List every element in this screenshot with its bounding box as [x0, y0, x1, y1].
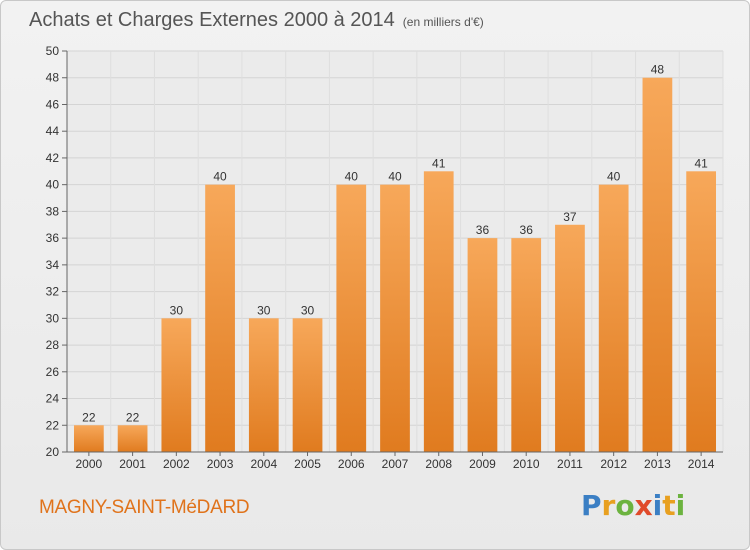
- logo-letter: i: [652, 489, 663, 522]
- data-label: 30: [170, 303, 184, 317]
- bar: [467, 238, 498, 452]
- proxiti-logo: Proxiti: [581, 489, 685, 522]
- bar: [117, 425, 148, 452]
- x-tick-label: 2011: [557, 457, 583, 471]
- x-tick-label: 2001: [119, 457, 146, 471]
- bar: [598, 184, 629, 452]
- logo-letter: P: [581, 489, 602, 522]
- y-axis: 20 22 24 26 28 30 32 34 36 38 40 42 44 46 48 50: [46, 44, 68, 459]
- x-tick-label: 2010: [513, 457, 540, 471]
- bar: [336, 184, 367, 452]
- bar: [686, 171, 717, 453]
- x-tick-label: 2005: [294, 457, 321, 471]
- y-tick-label: 36: [46, 231, 60, 245]
- data-label: 40: [345, 170, 359, 184]
- logo-letter: i: [675, 489, 686, 522]
- chart-unit: (en milliers d'€): [402, 15, 484, 29]
- data-label: 37: [563, 210, 577, 224]
- y-tick-label: 46: [46, 97, 60, 111]
- data-label: 36: [476, 223, 490, 237]
- data-label: 22: [126, 410, 140, 424]
- data-label: 36: [520, 223, 534, 237]
- chart-title-text: Achats et Charges Externes 2000 à 2014: [29, 9, 395, 31]
- x-tick-label: 2013: [644, 457, 671, 471]
- logo-letter: x: [634, 489, 653, 522]
- bar: [73, 425, 104, 452]
- y-tick-label: 32: [46, 285, 60, 299]
- y-tick-label: 48: [46, 71, 60, 85]
- y-tick-label: 50: [46, 44, 60, 58]
- bar: [555, 224, 585, 452]
- x-tick-label: 2009: [469, 457, 496, 471]
- data-label: 30: [301, 303, 315, 317]
- x-tick-label: 2002: [163, 457, 190, 471]
- x-tick-label: 2004: [250, 457, 277, 471]
- x-tick-label: 2012: [600, 457, 627, 471]
- chart-title: Achats et Charges Externes 2000 à 2014 (e…: [29, 9, 484, 32]
- y-tick-label: 30: [46, 311, 60, 325]
- x-tick-label: 2000: [76, 457, 103, 471]
- x-tick-label: 2008: [425, 457, 452, 471]
- logo-letter: t: [662, 489, 676, 522]
- x-tick-label: 2007: [382, 457, 409, 471]
- bar: [380, 184, 410, 452]
- data-label: 41: [694, 156, 708, 170]
- bar: [205, 184, 235, 452]
- y-tick-label: 26: [46, 365, 60, 379]
- x-axis: 2000 2001 2002 2003 2004 2005 2006 2007 2008 2009…: [67, 451, 723, 471]
- data-label: 41: [432, 156, 446, 170]
- x-tick-label: 2014: [688, 457, 715, 471]
- data-label: 40: [213, 170, 227, 184]
- logo-letter: r: [601, 489, 616, 522]
- y-tick-label: 38: [46, 204, 60, 218]
- data-label: 22: [82, 410, 96, 424]
- bar: [511, 238, 542, 452]
- bar: [642, 77, 673, 452]
- y-tick-label: 40: [46, 178, 60, 192]
- logo-letter: o: [615, 489, 635, 522]
- commune-name: MAGNY-SAINT-MéDARD: [39, 497, 250, 518]
- y-tick-label: 42: [46, 151, 60, 165]
- data-label: 40: [388, 170, 402, 184]
- bar: [423, 171, 454, 453]
- x-tick-label: 2003: [207, 457, 234, 471]
- y-tick-label: 20: [46, 445, 60, 459]
- y-tick-label: 44: [46, 124, 60, 138]
- data-label: 48: [651, 63, 665, 77]
- bar: [161, 318, 192, 452]
- data-label: 30: [257, 303, 271, 317]
- y-tick-label: 34: [46, 258, 60, 272]
- data-label: 40: [607, 170, 621, 184]
- y-tick-label: 22: [46, 418, 60, 432]
- y-tick-label: 28: [46, 338, 60, 352]
- x-tick-label: 2006: [338, 457, 365, 471]
- bar: [248, 318, 279, 452]
- bar: [292, 318, 323, 452]
- bars: 22 22 30 40 30 30 40 40 41 36 36 37 40 48 41: [73, 63, 717, 453]
- y-tick-label: 24: [46, 392, 60, 406]
